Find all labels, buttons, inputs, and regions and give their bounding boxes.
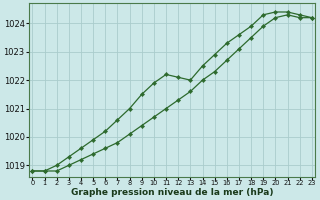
X-axis label: Graphe pression niveau de la mer (hPa): Graphe pression niveau de la mer (hPa) [71,188,273,197]
